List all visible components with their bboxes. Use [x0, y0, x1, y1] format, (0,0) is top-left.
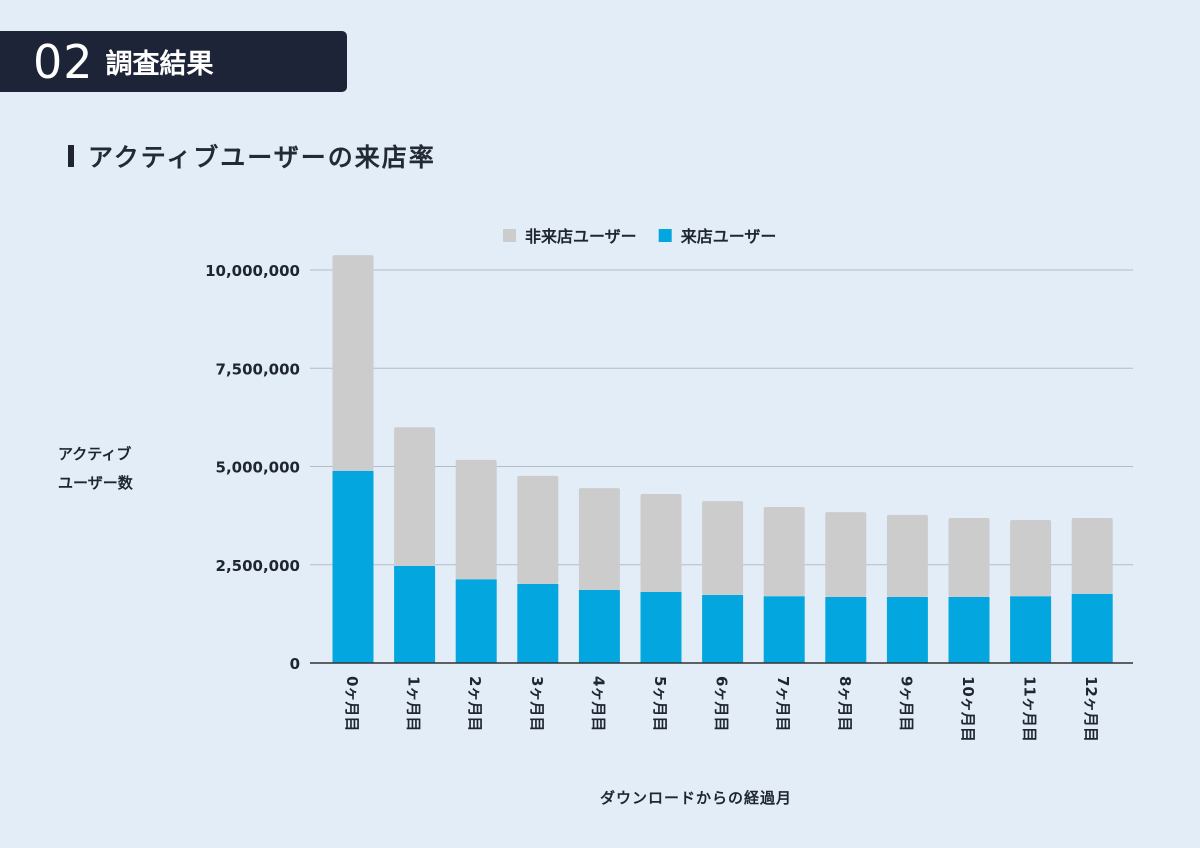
heading-marker: [68, 145, 74, 167]
bar-visitors: [702, 595, 744, 663]
bar-non-visitors: [1010, 519, 1052, 597]
bar-visitors: [394, 565, 436, 663]
bar-visitors: [455, 579, 497, 663]
x-tick-label: 11ヶ月目: [1021, 676, 1039, 742]
bar-non-visitors: [517, 475, 559, 585]
bar-non-visitors: [825, 512, 867, 597]
bar-visitors: [1071, 593, 1113, 663]
x-tick-label: 12ヶ月目: [1082, 676, 1100, 742]
bar-non-visitors: [455, 459, 497, 580]
chart-heading-text: アクティブユーザーの来店率: [88, 143, 436, 172]
bar-non-visitors: [332, 255, 374, 471]
section-number: 02: [33, 34, 94, 89]
x-tick-label: 2ヶ月目: [466, 676, 484, 731]
legend-swatch: [658, 229, 672, 242]
x-tick-label: 10ヶ月目: [959, 676, 977, 742]
bar-visitors: [948, 596, 990, 663]
x-tick-label: 5ヶ月目: [651, 676, 669, 731]
y-tick-label: 0: [290, 655, 300, 673]
x-tick-label: 9ヶ月目: [897, 676, 915, 731]
bar-visitors: [825, 596, 867, 663]
y-tick-label: 5,000,000: [216, 459, 300, 477]
section-header-title: 調査結果: [105, 49, 214, 80]
x-axis-label: ダウンロードからの経過月: [600, 789, 793, 807]
legend-label: 来店ユーザー: [680, 227, 777, 246]
bar-visitors: [332, 470, 374, 663]
bar-non-visitors: [886, 514, 928, 597]
bar-non-visitors: [578, 488, 620, 590]
bar-visitors: [578, 589, 620, 663]
legend-label: 非来店ユーザー: [525, 227, 637, 246]
bar-non-visitors: [702, 501, 744, 596]
x-tick-label: 0ヶ月目: [343, 676, 361, 731]
bar-non-visitors: [394, 427, 436, 566]
bar-non-visitors: [1071, 517, 1113, 594]
y-tick-label: 10,000,000: [205, 262, 300, 280]
bar-visitors: [886, 596, 928, 663]
chart-heading: アクティブユーザーの来店率: [68, 138, 436, 174]
y-tick-label: 7,500,000: [216, 360, 300, 378]
bar-visitors: [517, 584, 559, 663]
y-axis-label: アクティブ ユーザー数: [58, 445, 133, 492]
bar-visitors: [1010, 596, 1052, 663]
bar-non-visitors: [948, 517, 990, 597]
x-tick-label: 4ヶ月目: [589, 676, 607, 731]
bar-non-visitors: [640, 494, 682, 592]
x-tick-label: 1ヶ月目: [405, 676, 423, 731]
bar-visitors: [763, 596, 805, 663]
y-tick-label: 2,500,000: [216, 557, 300, 575]
x-tick-label: 7ヶ月目: [774, 676, 792, 731]
section-header: 02 調査結果: [0, 31, 347, 92]
bar-non-visitors: [763, 506, 805, 597]
x-tick-label: 6ヶ月目: [713, 676, 731, 731]
legend-swatch: [503, 229, 516, 242]
bar-visitors: [640, 591, 682, 663]
x-tick-label: 3ヶ月目: [528, 676, 546, 731]
x-tick-label: 8ヶ月目: [836, 676, 854, 731]
